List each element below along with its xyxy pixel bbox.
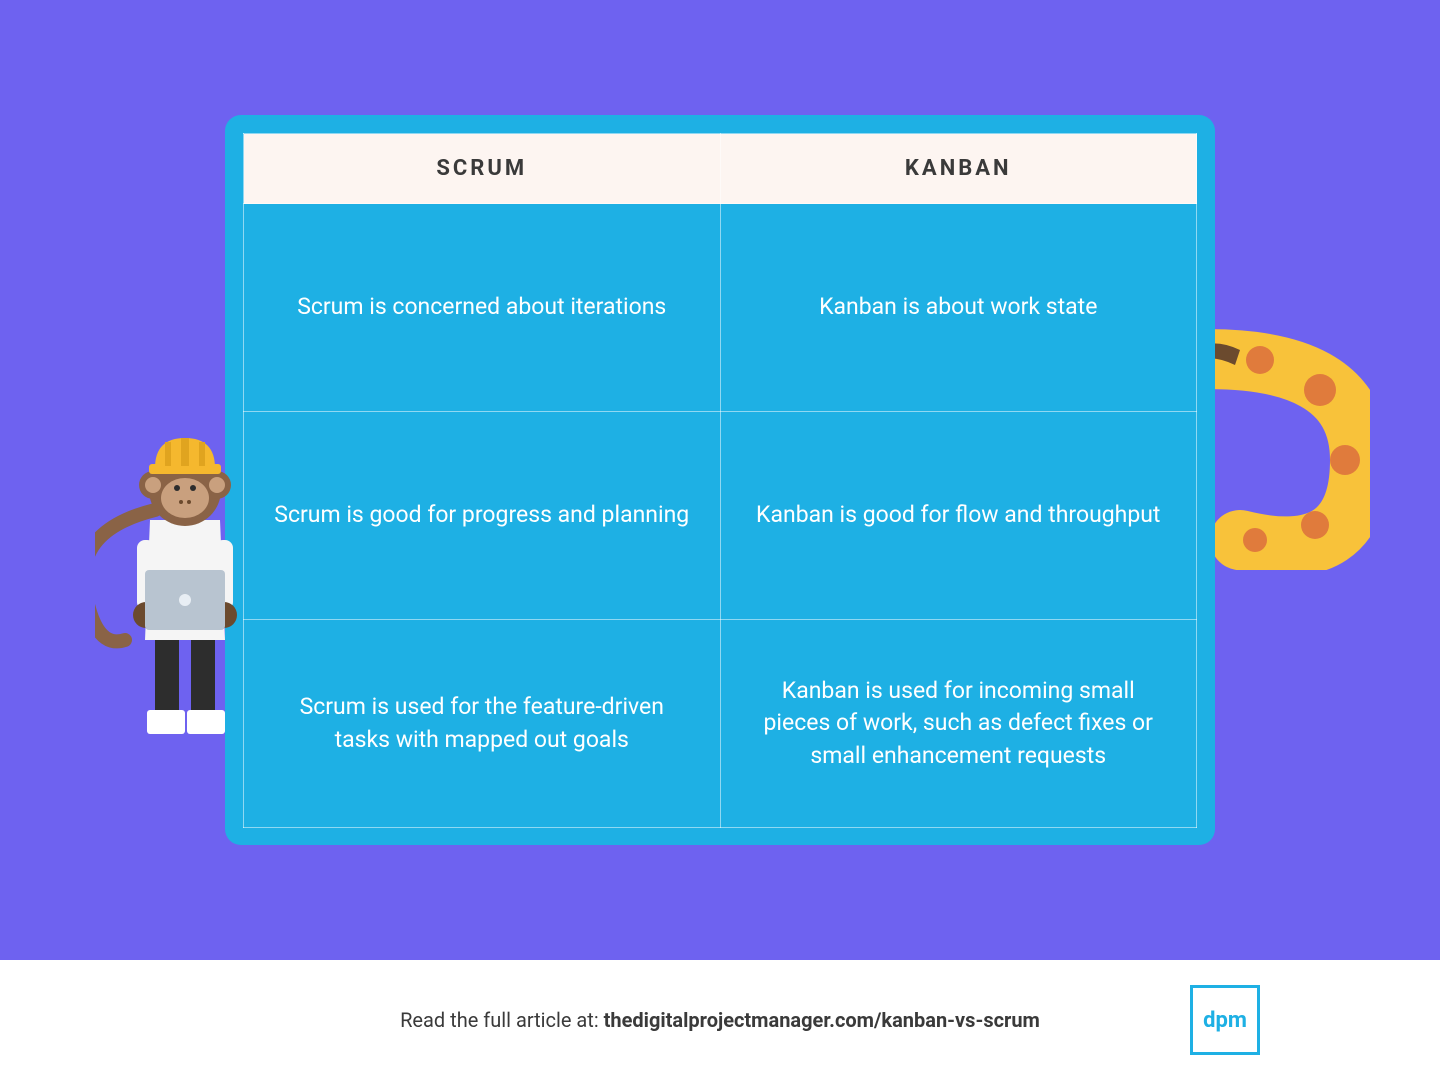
- footer-link: thedigitalprojectmanager.com/kanban-vs-s…: [604, 1008, 1040, 1032]
- column-header-scrum: SCRUM: [244, 134, 721, 204]
- cell-scrum-1: Scrum is concerned about iterations: [244, 204, 721, 412]
- cell-kanban-3: Kanban is used for incoming small pieces…: [720, 620, 1197, 828]
- cell-kanban-2: Kanban is good for flow and throughput: [720, 412, 1197, 620]
- table-container: SCRUM KANBAN Scrum is concerned about it…: [225, 115, 1215, 845]
- logo-text: dpm: [1203, 1008, 1247, 1033]
- table-row: Scrum is concerned about iterations Kanb…: [244, 204, 1197, 412]
- monkey-character-icon: [95, 390, 275, 760]
- infographic-main: SCRUM KANBAN Scrum is concerned about it…: [0, 0, 1440, 960]
- cell-kanban-1: Kanban is about work state: [720, 204, 1197, 412]
- dpm-logo: dpm: [1190, 985, 1260, 1055]
- comparison-table: SCRUM KANBAN Scrum is concerned about it…: [243, 133, 1197, 828]
- footer-prefix: Read the full article at:: [400, 1008, 604, 1032]
- footer-text: Read the full article at: thedigitalproj…: [400, 1008, 1040, 1032]
- table-row: Scrum is used for the feature-driven tas…: [244, 620, 1197, 828]
- cell-scrum-2: Scrum is good for progress and planning: [244, 412, 721, 620]
- column-header-kanban: KANBAN: [720, 134, 1197, 204]
- table-row: Scrum is good for progress and planning …: [244, 412, 1197, 620]
- footer: Read the full article at: thedigitalproj…: [0, 960, 1440, 1080]
- cell-scrum-3: Scrum is used for the feature-driven tas…: [244, 620, 721, 828]
